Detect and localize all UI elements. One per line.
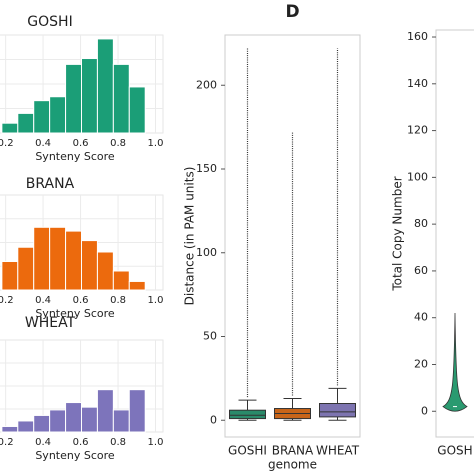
bar <box>49 226 67 291</box>
box <box>229 409 266 420</box>
x-tick-label: 0.8 <box>110 437 126 448</box>
bar <box>112 63 130 134</box>
chart-title: D <box>285 2 299 22</box>
box <box>319 403 356 418</box>
bar <box>49 409 67 433</box>
y-tick-label: 80 <box>414 217 428 230</box>
bar <box>128 389 146 433</box>
y-tick-label: 50 <box>203 330 217 343</box>
bar <box>65 63 83 134</box>
chart-title: GOSHI <box>27 14 72 30</box>
x-tick-label: GOSH <box>437 444 472 458</box>
bar <box>81 58 98 134</box>
y-axis-label: Distance (in PAM units) <box>183 167 197 306</box>
x-tick-label: WHEAT <box>316 444 360 458</box>
y-tick-label: 40 <box>414 311 428 324</box>
x-axis-label: Synteny Score <box>35 307 115 320</box>
x-tick-label: 0.4 <box>35 138 51 149</box>
bar <box>1 122 19 134</box>
plot-area <box>224 34 361 438</box>
x-tick-label: 0.2 <box>0 437 14 448</box>
x-tick-label: 1.0 <box>148 437 164 448</box>
y-tick-label: 150 <box>196 162 217 175</box>
y-tick-label: 0 <box>210 413 217 426</box>
bar <box>49 96 67 134</box>
x-tick-label: BRANA <box>272 444 314 458</box>
bar <box>65 402 83 433</box>
bar <box>128 86 146 134</box>
x-tick-label: 0.8 <box>110 138 126 149</box>
x-tick-label: 1.0 <box>148 295 164 306</box>
bar <box>112 270 130 291</box>
bar <box>96 389 114 433</box>
bar <box>33 226 51 291</box>
bar <box>17 246 35 291</box>
bar <box>81 240 98 291</box>
bar <box>81 406 98 433</box>
bar <box>65 230 83 291</box>
bar <box>33 100 51 134</box>
chart-title: BRANA <box>26 176 75 192</box>
bar <box>112 409 130 433</box>
bar <box>96 38 114 134</box>
y-axis-label: Total Copy Number <box>391 176 405 291</box>
bar <box>33 414 51 433</box>
x-tick-label: 0.8 <box>110 295 126 306</box>
violin <box>442 313 468 412</box>
x-tick-label: 0.4 <box>35 295 51 306</box>
x-axis-label: Synteny Score <box>35 150 115 163</box>
bar <box>17 112 35 134</box>
chart-title: WHEAT <box>25 315 76 331</box>
y-tick-label: 100 <box>196 246 217 259</box>
bar <box>1 261 19 291</box>
x-tick-label: 0.2 <box>0 138 14 149</box>
x-tick-label: 0.2 <box>0 295 14 306</box>
x-tick-label: 0.6 <box>73 437 89 448</box>
bar <box>128 280 146 291</box>
y-tick-label: 0 <box>421 404 428 417</box>
x-axis-label: genome <box>268 458 317 472</box>
bar <box>17 420 35 433</box>
x-tick-label: 0.6 <box>73 138 89 149</box>
bar <box>1 425 19 433</box>
y-tick-label: 20 <box>414 357 428 370</box>
y-tick-label: 100 <box>407 170 428 183</box>
y-tick-label: 200 <box>196 78 217 91</box>
y-tick-label: 120 <box>407 124 428 137</box>
x-tick-label: 1.0 <box>148 138 164 149</box>
x-tick-label: 0.4 <box>35 437 51 448</box>
x-tick-label: 0.6 <box>73 295 89 306</box>
y-tick-label: 140 <box>407 77 428 90</box>
x-tick-label: GOSHI <box>228 444 267 458</box>
x-axis-label: Synteny Score <box>35 449 115 462</box>
bar <box>96 251 114 291</box>
y-tick-label: 60 <box>414 264 428 277</box>
y-tick-label: 160 <box>407 30 428 43</box>
